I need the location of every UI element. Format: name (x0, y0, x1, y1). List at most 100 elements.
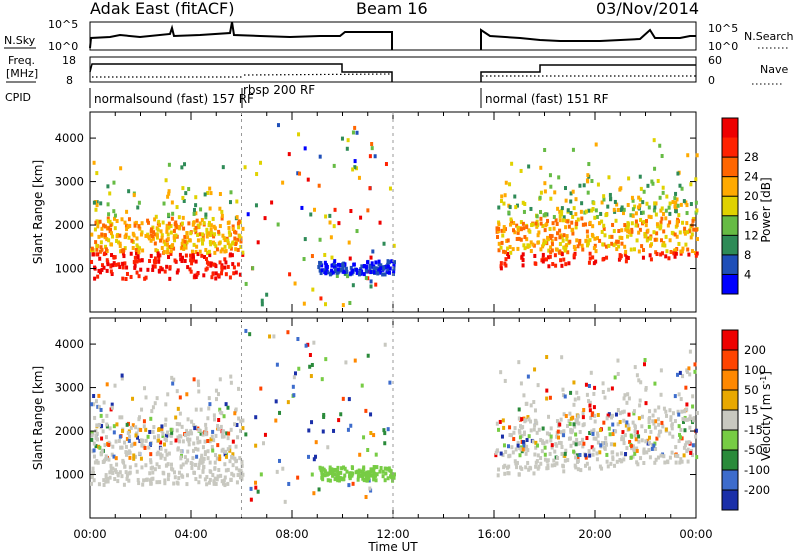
range-cell (184, 253, 188, 258)
range-cell (275, 362, 279, 367)
range-cell (122, 248, 126, 253)
range-cell (95, 247, 99, 252)
range-cell (626, 203, 630, 208)
range-cell (177, 476, 181, 481)
range-cell (237, 386, 241, 391)
range-cell (104, 475, 108, 480)
range-cell (522, 443, 526, 448)
range-cell (336, 474, 340, 479)
range-cell (153, 241, 157, 246)
range-cell (562, 233, 566, 238)
range-cell (274, 418, 278, 423)
range-cell (103, 233, 107, 238)
range-cell (110, 231, 114, 236)
range-cell (98, 219, 102, 224)
range-cell (598, 464, 602, 469)
colorbar-segment (722, 350, 738, 371)
range-cell (601, 390, 605, 395)
range-cell (199, 455, 203, 460)
range-cell (560, 209, 564, 214)
range-cell (645, 238, 649, 243)
range-cell (560, 444, 564, 449)
range-cell (369, 279, 373, 284)
range-cell (324, 264, 328, 269)
range-cell (180, 165, 184, 170)
range-cell (372, 269, 376, 274)
range-cell (633, 425, 637, 430)
range-cell (140, 443, 144, 448)
range-cell (192, 242, 196, 247)
range-cell (298, 171, 302, 176)
range-cell (173, 238, 177, 243)
range-cell (120, 248, 124, 253)
range-cell (525, 437, 529, 442)
range-cell (233, 236, 237, 241)
range-cell (659, 220, 663, 225)
range-cell (220, 213, 224, 218)
range-cell (637, 195, 641, 200)
range-cell (549, 245, 553, 250)
range-cell (521, 258, 525, 263)
range-cell (228, 445, 232, 450)
range-cell (229, 477, 233, 482)
range-cell (205, 482, 209, 487)
range-cell (587, 260, 591, 265)
range-cell (229, 190, 233, 195)
range-cell (615, 452, 619, 457)
range-cell (102, 223, 106, 228)
range-cell (213, 242, 217, 247)
range-cell (172, 235, 176, 240)
range-cell (689, 182, 693, 187)
range-cell (111, 234, 115, 239)
range-cell (554, 218, 558, 223)
range-cell (192, 211, 196, 216)
range-cell (276, 222, 280, 227)
range-cell (331, 473, 335, 478)
range-cell (566, 423, 570, 428)
range-cell (324, 357, 328, 362)
range-cell (387, 270, 391, 275)
range-cell (125, 473, 129, 478)
range-cell (593, 419, 597, 424)
range-cell (670, 422, 674, 427)
nsearch-label: N.Search (744, 30, 794, 43)
range-cell (534, 440, 538, 445)
y-tick-label: 2000 (55, 424, 84, 438)
range-cell (655, 252, 659, 257)
range-cell (162, 442, 166, 447)
range-cell (572, 244, 576, 249)
range-cell (555, 419, 559, 424)
range-cell (508, 244, 512, 249)
range-cell (208, 240, 212, 245)
range-cell (341, 263, 345, 268)
range-cell (97, 405, 101, 410)
range-cell (344, 360, 348, 365)
range-cell (576, 467, 580, 472)
range-cell (155, 480, 159, 485)
range-cell (337, 269, 341, 274)
range-cell (571, 147, 575, 152)
range-cell (117, 438, 121, 443)
range-cell (341, 303, 345, 308)
range-cell (597, 221, 601, 226)
range-cell (300, 205, 304, 210)
range-cell (234, 270, 238, 275)
range-cell (684, 242, 688, 247)
range-cell (160, 245, 164, 250)
range-cell (622, 441, 626, 446)
range-cell (524, 451, 528, 456)
range-cell (683, 226, 687, 231)
range-cell (519, 227, 523, 232)
range-cell (166, 194, 170, 199)
range-cell (562, 429, 566, 434)
range-cell (517, 236, 521, 241)
range-cell (624, 423, 628, 428)
range-cell (186, 235, 190, 240)
range-cell (507, 464, 511, 469)
range-cell (149, 441, 153, 446)
freq-strip: Freq. [MHz] 18 8 Nave 60 0 (6, 54, 788, 87)
range-cell (93, 276, 97, 281)
range-cell (206, 449, 210, 454)
range-cell (369, 270, 373, 275)
range-cell (169, 440, 173, 445)
